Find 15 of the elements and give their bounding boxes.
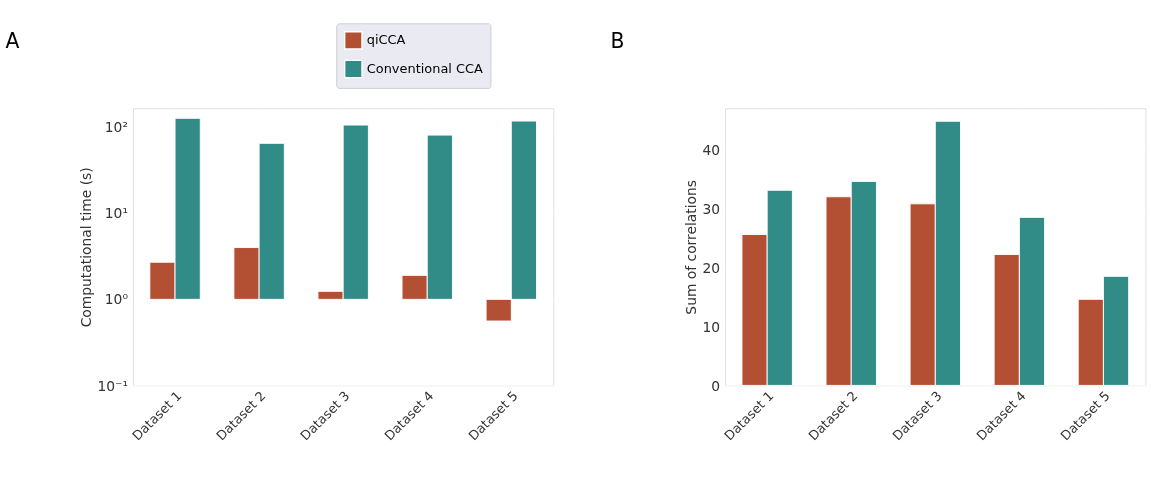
y-tick-label: 20 (702, 259, 721, 276)
y-tick-label: 30 (702, 200, 721, 217)
y-tick-label: 10¹ (104, 205, 128, 222)
y-tick-label: 10² (104, 119, 128, 136)
legend-label: Conventional CCA (366, 60, 484, 76)
y-tick-label: 10⁻¹ (97, 377, 128, 394)
y-tick-label: 40 (702, 141, 721, 158)
chart-title: B (610, 29, 625, 54)
y-axis-title: Sum of correlations (682, 179, 699, 315)
y-tick-label: 0 (711, 377, 721, 394)
legend-label: qiCCA (366, 32, 406, 48)
chart-title: A (5, 29, 20, 54)
y-tick-label: 10⁰ (104, 291, 129, 308)
y-tick-label: 10 (702, 318, 721, 335)
y-axis-title: Computational time (s) (77, 167, 94, 328)
